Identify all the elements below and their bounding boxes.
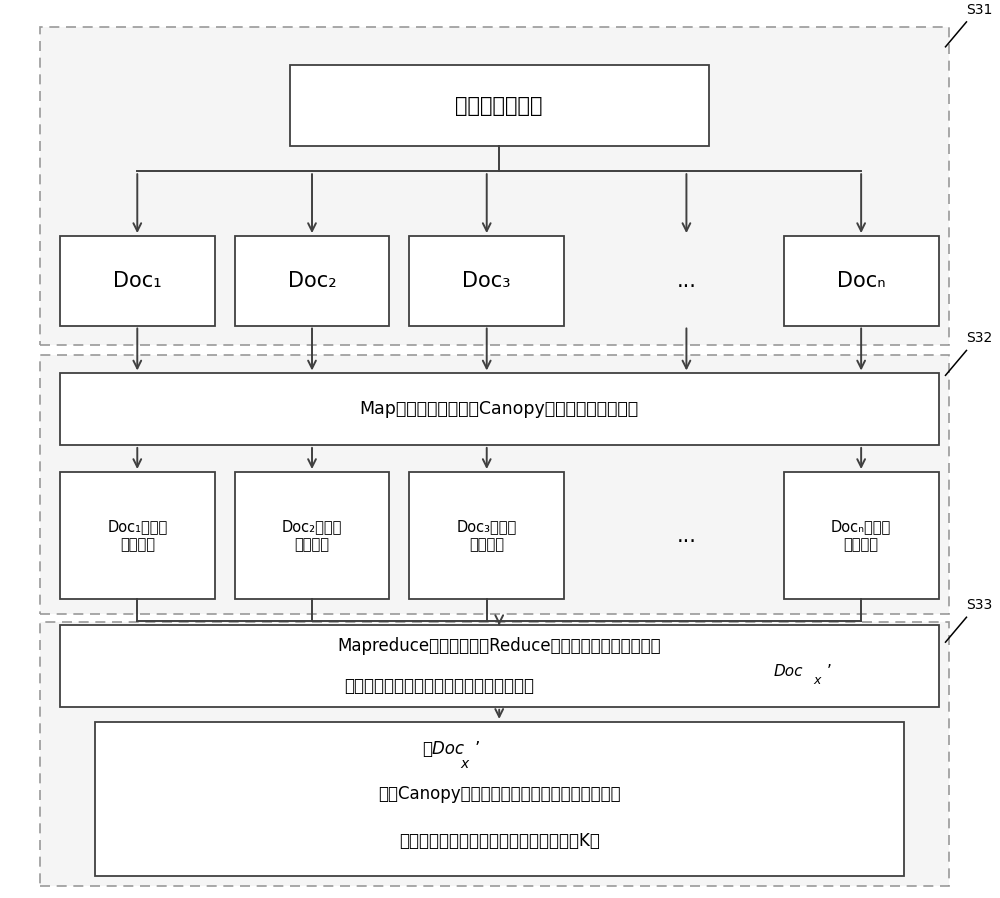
FancyBboxPatch shape: [235, 236, 389, 326]
FancyBboxPatch shape: [40, 622, 949, 886]
FancyBboxPatch shape: [60, 625, 939, 707]
FancyBboxPatch shape: [95, 722, 904, 876]
Text: 中间聚类中心进行集合，建成一个新文件块: 中间聚类中心进行集合，建成一个新文件块: [344, 677, 534, 695]
Text: Doc₂的中间
聚类中心: Doc₂的中间 聚类中心: [282, 519, 342, 551]
Text: S33: S33: [966, 598, 993, 612]
Text: x: x: [460, 757, 468, 771]
Text: 类中心以及所述聚类中心的中心点的个数K值: 类中心以及所述聚类中心的中心点的个数K值: [399, 832, 600, 850]
Text: Doc₁的中间
聚类中心: Doc₁的中间 聚类中心: [107, 519, 167, 551]
FancyBboxPatch shape: [40, 27, 949, 346]
FancyBboxPatch shape: [60, 472, 215, 599]
Text: Map函数处理过程运用Canopy计算方法进行粗聚类: Map函数处理过程运用Canopy计算方法进行粗聚类: [360, 401, 639, 418]
Text: Doc₃: Doc₃: [462, 271, 511, 291]
Text: S32: S32: [966, 331, 993, 346]
Text: Doc₁: Doc₁: [113, 271, 162, 291]
Text: S31: S31: [966, 3, 993, 17]
Text: Doc₃的中间
聚类中心: Doc₃的中间 聚类中心: [457, 519, 517, 551]
FancyBboxPatch shape: [40, 356, 949, 614]
FancyBboxPatch shape: [60, 374, 939, 445]
Text: Mapreduce处理程序中的Reduce处理过程将每个文件块的: Mapreduce处理程序中的Reduce处理过程将每个文件块的: [337, 637, 661, 656]
Text: 对Doc: 对Doc: [422, 740, 464, 758]
FancyBboxPatch shape: [290, 65, 709, 146]
Text: 运用Canopy计算方法进行粗聚类，得到最终的聚: 运用Canopy计算方法进行粗聚类，得到最终的聚: [378, 785, 621, 803]
FancyBboxPatch shape: [784, 236, 939, 326]
FancyBboxPatch shape: [235, 472, 389, 599]
Text: ’: ’: [474, 740, 480, 758]
FancyBboxPatch shape: [60, 236, 215, 326]
Text: x: x: [814, 674, 821, 688]
Text: Docₙ的中间
聚类中心: Docₙ的中间 聚类中心: [831, 519, 891, 551]
Text: 多维空间的点集: 多维空间的点集: [455, 95, 543, 116]
FancyBboxPatch shape: [409, 472, 564, 599]
Text: ...: ...: [676, 271, 696, 291]
Text: Doc: Doc: [774, 664, 803, 679]
Text: ...: ...: [676, 525, 696, 546]
FancyBboxPatch shape: [784, 472, 939, 599]
Text: ’: ’: [827, 664, 832, 679]
Text: Doc₂: Doc₂: [288, 271, 336, 291]
Text: Docₙ: Docₙ: [837, 271, 885, 291]
FancyBboxPatch shape: [409, 236, 564, 326]
